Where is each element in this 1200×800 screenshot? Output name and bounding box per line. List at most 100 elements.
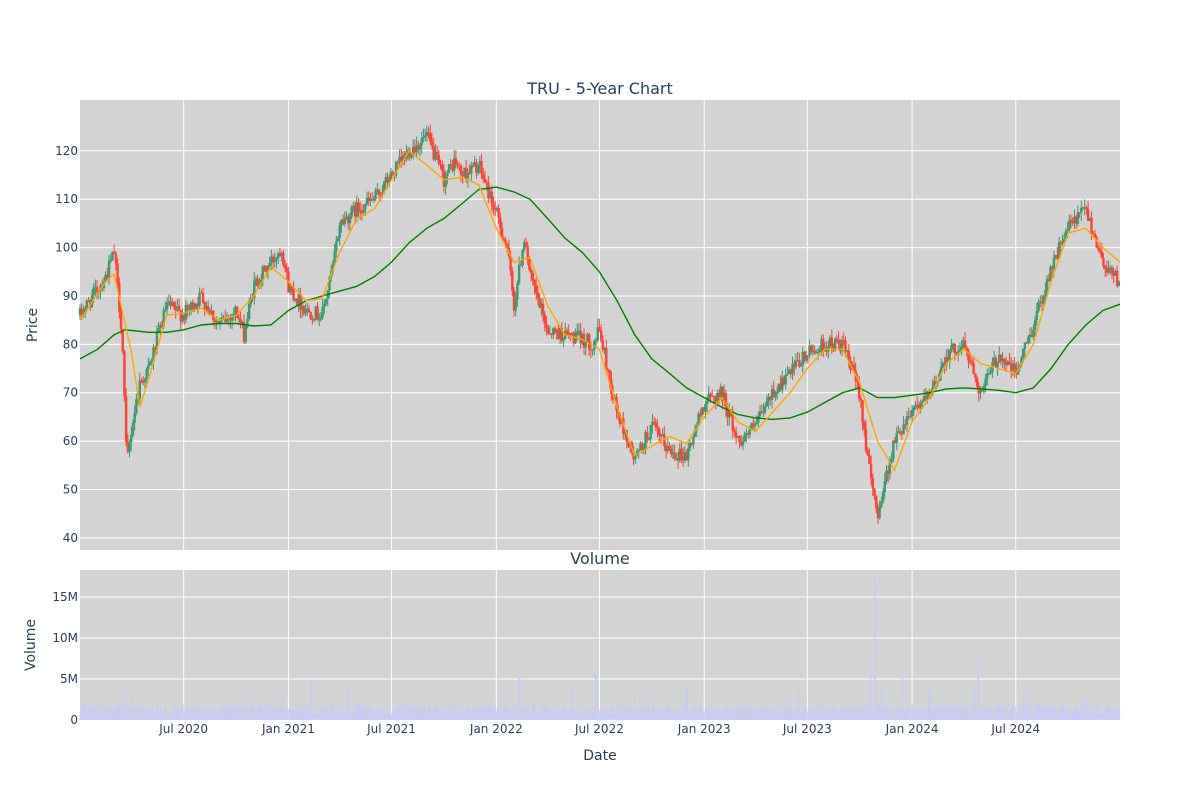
candle-body: [934, 381, 938, 384]
volume-bar: [558, 710, 560, 720]
volume-bar: [810, 708, 812, 720]
volume-bar: [1045, 713, 1047, 720]
candle-body: [189, 302, 193, 309]
volume-plot-area[interactable]: [80, 570, 1120, 720]
volume-bar: [401, 704, 403, 720]
candle-body: [1062, 238, 1066, 242]
volume-bar: [414, 704, 416, 720]
candle-body: [249, 297, 253, 304]
volume-bar: [1005, 704, 1007, 720]
volume-bar: [799, 713, 801, 720]
candle-body: [155, 332, 159, 351]
candle-body: [810, 345, 813, 352]
candle-body: [980, 388, 984, 392]
volume-bar: [250, 705, 252, 720]
volume-bar: [470, 713, 472, 720]
volume-bar: [654, 710, 656, 720]
volume-bar: [81, 711, 83, 720]
volume-bar: [171, 714, 172, 720]
volume-bar: [454, 708, 456, 720]
volume-bar: [86, 712, 88, 720]
candle-body: [382, 181, 386, 192]
candle-body: [502, 238, 505, 240]
volume-bar: [550, 712, 552, 720]
volume-bar: [919, 707, 921, 720]
candle-body: [468, 172, 471, 174]
volume-bar: [669, 705, 670, 720]
volume-bar: [1089, 713, 1091, 720]
volume-bar: [466, 705, 468, 720]
volume-bar: [922, 708, 924, 720]
volume-bar: [222, 705, 224, 720]
volume-bar: [1103, 712, 1105, 720]
volume-bar: [436, 703, 438, 720]
candle-body: [922, 396, 926, 402]
volume-bar: [846, 705, 848, 720]
candle-body: [705, 400, 709, 405]
candle-body: [521, 250, 524, 266]
candle-body: [500, 228, 504, 239]
volume-bar: [1059, 704, 1061, 720]
volume-bar: [920, 711, 922, 720]
volume-bar: [95, 708, 97, 720]
price-plot-area[interactable]: [80, 100, 1120, 550]
candle-body: [803, 351, 806, 361]
volume-bar: [372, 705, 374, 720]
candle-body: [671, 452, 675, 455]
candle-body: [529, 269, 533, 274]
volume-bar: [402, 704, 404, 720]
candle-body: [480, 160, 483, 174]
candle-body: [1066, 229, 1069, 231]
volume-bar: [581, 713, 582, 720]
volume-bar: [958, 704, 960, 720]
volume-bar: [1015, 711, 1017, 720]
volume-bar: [866, 705, 868, 720]
volume-bar: [784, 697, 786, 720]
candle-body: [398, 156, 401, 163]
candle-body: [148, 362, 152, 365]
candle-body: [242, 321, 246, 342]
volume-chart-title: Volume: [570, 549, 630, 568]
volume-bar: [239, 704, 241, 720]
volume-bar: [757, 708, 758, 720]
volume-bar: [351, 704, 353, 720]
volume-bar: [643, 712, 645, 720]
volume-bar: [704, 710, 705, 720]
volume-bar: [972, 712, 974, 720]
volume-bar: [593, 713, 595, 720]
candle-body: [505, 243, 509, 248]
volume-bar: [111, 698, 113, 720]
volume-bar: [424, 707, 426, 720]
volume-bar: [189, 711, 191, 720]
volume-bar: [281, 708, 283, 720]
volume-bar: [148, 711, 150, 720]
volume-bar: [546, 708, 547, 720]
volume-bar: [493, 704, 494, 720]
volume-x-gridlines: [183, 570, 1017, 720]
volume-bar: [1006, 707, 1008, 720]
volume-bar: [614, 711, 616, 720]
volume-bar: [1036, 710, 1038, 720]
candle-body: [693, 429, 697, 437]
volume-bar: [505, 697, 506, 720]
volume-bar: [475, 705, 476, 720]
volume-bar: [513, 704, 515, 720]
volume-bar: [1067, 712, 1069, 720]
x-tick-label: Jan 2024: [885, 722, 939, 736]
volume-bar: [691, 710, 693, 720]
volume-bar: [594, 674, 596, 720]
volume-bar: [252, 703, 253, 720]
volume-bar: [662, 706, 664, 720]
volume-bar: [995, 709, 997, 720]
volume-bar: [93, 703, 95, 720]
candle-body: [277, 253, 280, 258]
volume-bar: [83, 704, 85, 720]
volume-bar: [715, 707, 717, 720]
candle-body: [275, 257, 278, 260]
candle-body: [1086, 209, 1090, 221]
volume-bar: [736, 707, 738, 720]
volume-bar: [1110, 714, 1112, 720]
volume-bar: [1079, 713, 1080, 720]
volume-bar: [121, 696, 123, 720]
volume-bar: [364, 707, 365, 720]
